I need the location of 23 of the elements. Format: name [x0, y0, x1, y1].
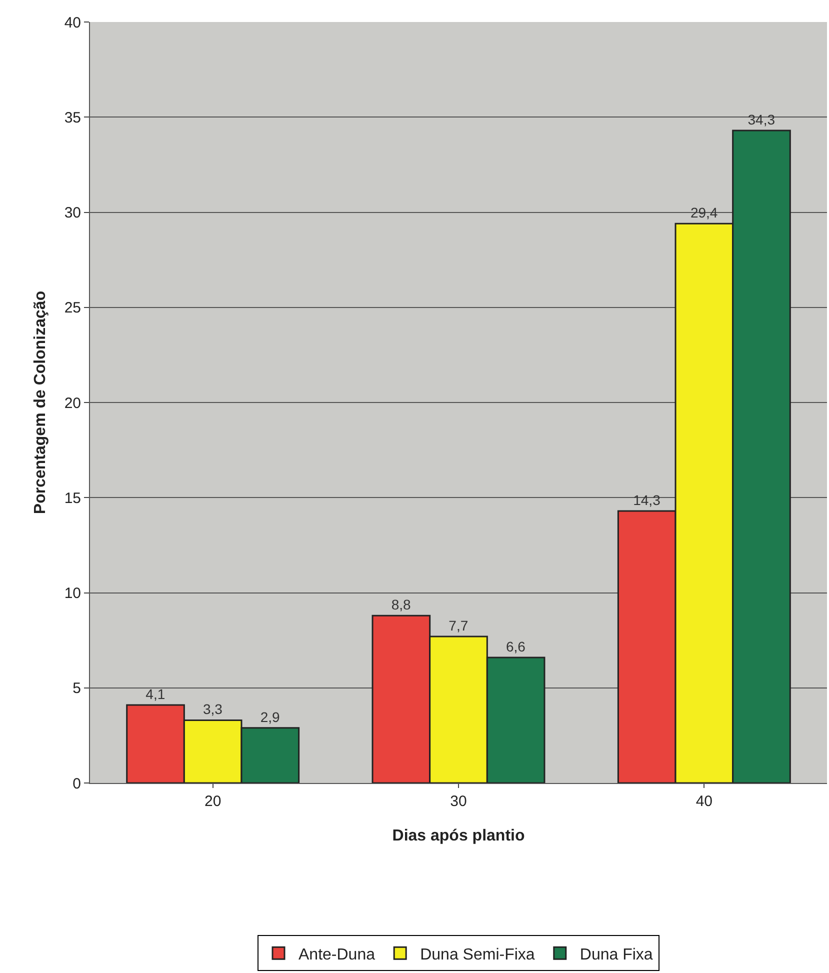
- data-label: 3,3: [202, 701, 223, 718]
- data-label: 6,6: [506, 638, 526, 654]
- x-tick-label: 30: [450, 793, 467, 810]
- y-tick-label: 5: [72, 680, 81, 698]
- y-axis-title: Porcentagem de Colonização: [32, 290, 50, 514]
- y-tick-label: 25: [64, 300, 81, 317]
- y-tick-label: 20: [64, 394, 81, 412]
- data-label: 7,7: [448, 618, 468, 634]
- legend-label: Ante-Duna: [298, 946, 376, 964]
- data-label: 4,1: [146, 686, 166, 702]
- y-tick-label: 10: [64, 585, 81, 602]
- y-tick-label: 15: [64, 490, 81, 507]
- legend-label: Duna Fixa: [580, 946, 653, 964]
- data-label: 2,9: [260, 708, 280, 725]
- data-label: 8,8: [391, 596, 412, 613]
- y-tick-label: 35: [64, 109, 81, 126]
- y-tick-label: 40: [64, 14, 81, 32]
- legend-label: Duna Semi-Fixa: [420, 946, 535, 964]
- y-tick-label: 0: [72, 775, 81, 792]
- y-tick-label: 30: [64, 204, 81, 222]
- x-tick-label: 20: [204, 793, 222, 810]
- x-tick-label: 40: [696, 793, 713, 810]
- x-axis-title: Dias após plantio: [392, 828, 525, 845]
